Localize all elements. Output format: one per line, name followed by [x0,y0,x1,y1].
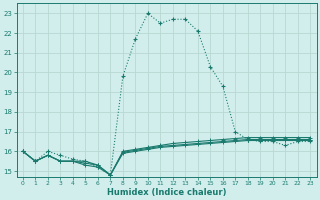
X-axis label: Humidex (Indice chaleur): Humidex (Indice chaleur) [107,188,226,197]
